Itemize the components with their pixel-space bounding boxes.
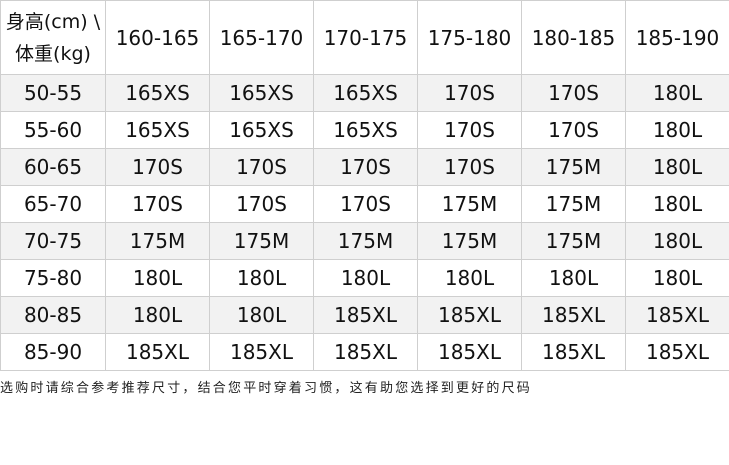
size-cell: 185XL xyxy=(417,333,522,371)
size-cell: 165XS xyxy=(313,111,418,149)
size-cell: 170S xyxy=(209,148,314,186)
size-cell: 165XS xyxy=(209,74,314,112)
table-row: 85-90 185XL 185XL 185XL 185XL 185XL 185X… xyxy=(0,333,729,371)
size-cell: 175M xyxy=(417,222,522,260)
size-cell: 180L xyxy=(521,259,626,297)
size-cell: 170S xyxy=(521,74,626,112)
size-cell: 180L xyxy=(105,296,210,334)
weight-cell: 65-70 xyxy=(0,185,106,223)
weight-cell: 60-65 xyxy=(0,148,106,186)
height-header: 170-175 xyxy=(313,0,418,75)
size-cell: 175M xyxy=(209,222,314,260)
size-cell: 165XS xyxy=(105,74,210,112)
size-cell: 170S xyxy=(417,148,522,186)
table-row: 75-80 180L 180L 180L 180L 180L 180L xyxy=(0,259,729,297)
height-header: 180-185 xyxy=(521,0,626,75)
size-cell: 170S xyxy=(417,74,522,112)
size-cell: 180L xyxy=(105,259,210,297)
size-cell: 180L xyxy=(417,259,522,297)
size-cell: 170S xyxy=(417,111,522,149)
table-row: 70-75 175M 175M 175M 175M 175M 180L xyxy=(0,222,729,260)
size-cell: 180L xyxy=(625,111,729,149)
size-advice-note: 选购时请综合参考推荐尺寸，结合您平时穿着习惯，这有助您选择到更好的尺码 xyxy=(0,381,533,396)
table-row: 50-55 165XS 165XS 165XS 170S 170S 180L xyxy=(0,74,729,112)
weight-cell: 50-55 xyxy=(0,74,106,112)
size-cell: 170S xyxy=(313,185,418,223)
size-cell: 175M xyxy=(521,185,626,223)
size-cell: 170S xyxy=(105,148,210,186)
height-header: 175-180 xyxy=(417,0,522,75)
size-cell: 185XL xyxy=(313,333,418,371)
size-cell: 185XL xyxy=(521,333,626,371)
size-cell: 165XS xyxy=(105,111,210,149)
table-row: 55-60 165XS 165XS 165XS 170S 170S 180L xyxy=(0,111,729,149)
size-cell: 175M xyxy=(417,185,522,223)
size-cell: 185XL xyxy=(417,296,522,334)
weight-cell: 75-80 xyxy=(0,259,106,297)
weight-axis-label: 体重(kg) xyxy=(15,42,91,65)
table-row: 80-85 180L 180L 185XL 185XL 185XL 185XL xyxy=(0,296,729,334)
size-cell: 180L xyxy=(625,74,729,112)
corner-header: 身高(cm) \ 体重(kg) xyxy=(0,0,106,75)
size-cell: 180L xyxy=(209,259,314,297)
table-row: 60-65 170S 170S 170S 170S 175M 180L xyxy=(0,148,729,186)
weight-cell: 70-75 xyxy=(0,222,106,260)
size-cell: 180L xyxy=(209,296,314,334)
size-cell: 170S xyxy=(105,185,210,223)
weight-cell: 85-90 xyxy=(0,333,106,371)
header-row: 身高(cm) \ 体重(kg) 160-165 165-170 170-175 … xyxy=(0,0,729,75)
size-cell: 180L xyxy=(625,185,729,223)
table-row: 65-70 170S 170S 170S 175M 175M 180L xyxy=(0,185,729,223)
weight-cell: 55-60 xyxy=(0,111,106,149)
size-chart-table: 身高(cm) \ 体重(kg) 160-165 165-170 170-175 … xyxy=(0,0,729,371)
size-cell: 170S xyxy=(313,148,418,186)
size-cell: 185XL xyxy=(313,296,418,334)
size-cell: 180L xyxy=(313,259,418,297)
size-cell: 175M xyxy=(521,148,626,186)
size-cell: 165XS xyxy=(209,111,314,149)
size-cell: 180L xyxy=(625,259,729,297)
size-cell: 175M xyxy=(105,222,210,260)
height-header: 185-190 xyxy=(625,0,729,75)
size-cell: 165XS xyxy=(313,74,418,112)
size-cell: 170S xyxy=(209,185,314,223)
size-cell: 175M xyxy=(313,222,418,260)
size-cell: 185XL xyxy=(105,333,210,371)
height-axis-label: 身高(cm) \ xyxy=(5,10,101,33)
height-header: 160-165 xyxy=(105,0,210,75)
size-cell: 185XL xyxy=(521,296,626,334)
size-cell: 180L xyxy=(625,148,729,186)
height-header: 165-170 xyxy=(209,0,314,75)
weight-cell: 80-85 xyxy=(0,296,106,334)
size-cell: 185XL xyxy=(209,333,314,371)
size-cell: 180L xyxy=(625,222,729,260)
size-cell: 185XL xyxy=(625,296,729,334)
size-cell: 170S xyxy=(521,111,626,149)
size-cell: 175M xyxy=(521,222,626,260)
size-cell: 185XL xyxy=(625,333,729,371)
